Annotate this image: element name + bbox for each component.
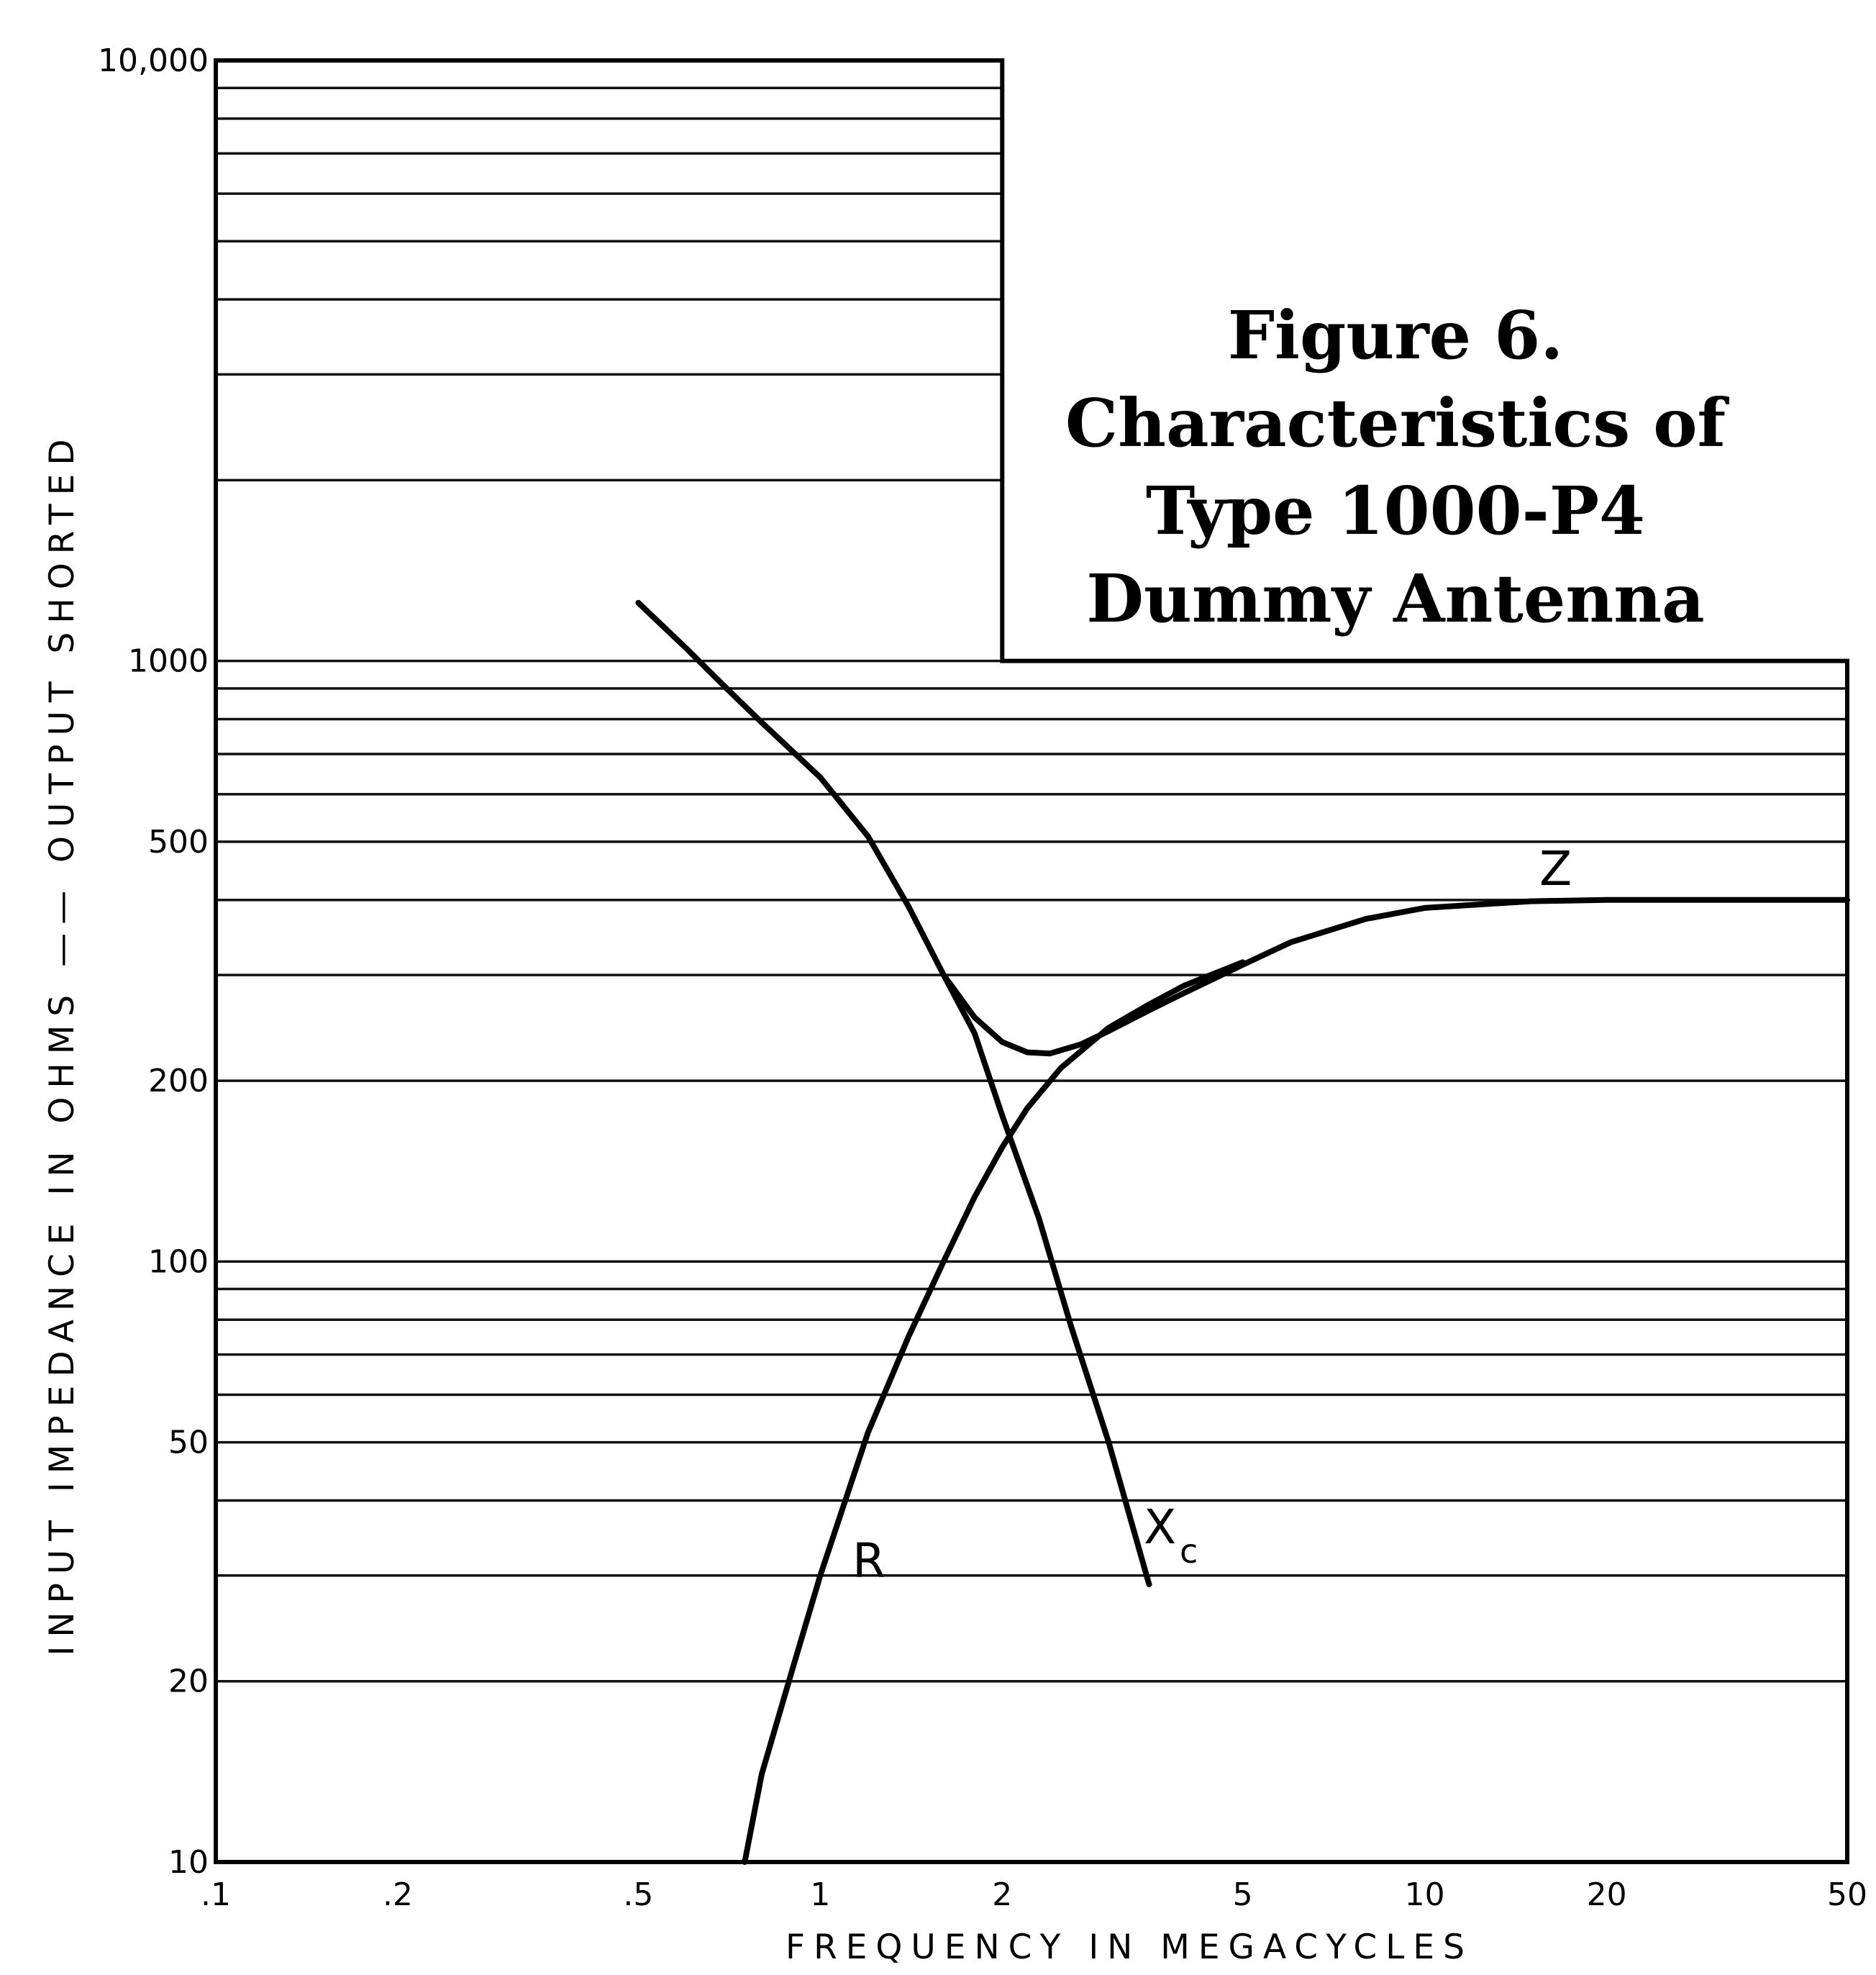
z-series-label: Z [1539, 841, 1572, 896]
grid-lines [216, 86, 1847, 1683]
x-tick-label: 20 [1587, 1876, 1627, 1913]
y-tick-label: 20 [168, 1663, 209, 1700]
curves [635, 599, 1850, 1865]
chart-title: Figure 6. Characteristics of Type 1000-P… [1065, 296, 1730, 637]
series-line-xc [635, 599, 1152, 1588]
y-tick-label: 200 [148, 1063, 209, 1099]
y-axis-title: INPUT IMPEDANCE IN OHMS —— OUTPUT SHORTE… [42, 430, 82, 1656]
y-tick-label: 1000 [128, 643, 209, 680]
xc-series-label: X [1144, 1499, 1176, 1555]
x-tick-label: 5 [1233, 1876, 1253, 1913]
title-line-4: Dummy Antenna [1086, 560, 1705, 637]
y-tick-label: 500 [148, 824, 209, 861]
x-tick-label: 50 [1827, 1876, 1867, 1913]
tick-labels: .1 .2 .5 1 2 5 10 20 50 10 20 50 100 200 500 1000 10,000 [98, 42, 1867, 1913]
x-tick-label: 2 [992, 1876, 1012, 1913]
series-line-z [940, 896, 1850, 1057]
x-tick-label: .2 [383, 1876, 413, 1913]
series-line-r [742, 959, 1246, 1865]
x-tick-label: 10 [1405, 1876, 1445, 1913]
title-line-1: Figure 6. [1228, 296, 1564, 374]
r-series-label: R [852, 1533, 885, 1589]
title-line-3: Type 1000-P4 [1146, 472, 1645, 550]
x-tick-label: .5 [623, 1876, 653, 1913]
x-tick-label: .1 [201, 1876, 231, 1913]
y-tick-label: 10,000 [98, 42, 209, 79]
xc-series-subscript: c [1180, 1532, 1198, 1571]
y-tick-label: 50 [168, 1425, 209, 1461]
title-line-2: Characteristics of [1065, 384, 1730, 462]
y-tick-label: 100 [148, 1243, 209, 1280]
plot-frame [214, 58, 1849, 1864]
x-tick-label: 1 [810, 1876, 830, 1913]
x-axis-title: FREQUENCY IN MEGACYCLES [786, 1928, 1473, 1967]
y-tick-label: 10 [168, 1844, 209, 1881]
